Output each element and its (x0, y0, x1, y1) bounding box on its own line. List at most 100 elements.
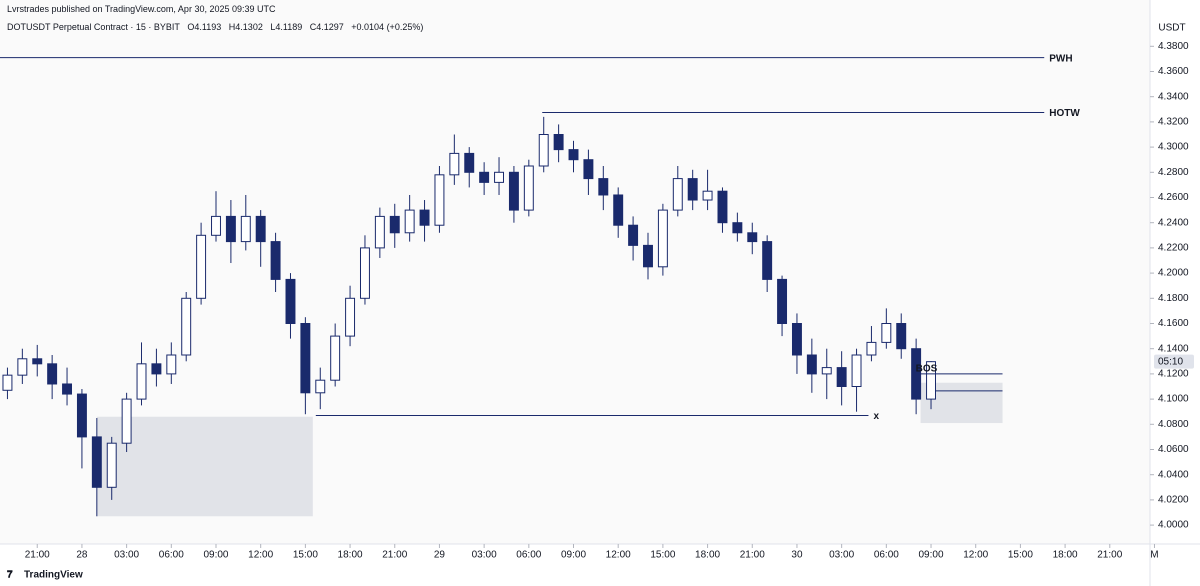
candle-body (2, 374, 13, 391)
candle-body (628, 224, 639, 246)
publisher: Lvrstrades published on TradingView.com,… (7, 4, 276, 14)
y-tick-label: 4.3000 (1158, 142, 1189, 153)
candle-body (181, 297, 192, 356)
candle-body (836, 367, 847, 388)
y-tick-label: 4.3200 (1158, 117, 1189, 128)
x-tick-label: 18:00 (695, 550, 720, 561)
x-tick-label: 06:00 (159, 550, 184, 561)
candle-body (762, 241, 773, 280)
level-label: BOS (916, 364, 938, 375)
x-tick-label: 30 (791, 550, 803, 561)
y-tick-label: 4.0800 (1158, 419, 1189, 430)
level-label: PWH (1049, 53, 1072, 64)
y-tick-label: 4.3400 (1158, 91, 1189, 102)
x-tick-label: 29 (434, 550, 446, 561)
candle-body (613, 194, 624, 226)
candle-body (211, 215, 221, 236)
x-tick-label: 21:00 (382, 550, 407, 561)
candle-body (643, 244, 653, 268)
candle-body (479, 171, 490, 183)
candle-body (404, 209, 415, 234)
x-tick-label: 12:00 (606, 550, 631, 561)
candle-body (747, 232, 758, 243)
x-tick-label: 15:00 (650, 550, 675, 561)
candle-body (791, 323, 802, 356)
x-tick-label: M (1150, 550, 1158, 561)
y-tick-label: 4.0000 (1158, 520, 1189, 531)
candle-body (91, 436, 102, 488)
x-tick-label: 21:00 (25, 550, 50, 561)
y-tick-label: 4.1400 (1158, 343, 1189, 354)
candle-body (523, 165, 534, 211)
candle-body (166, 354, 177, 375)
candle-body (583, 159, 594, 180)
candle-body (345, 297, 356, 337)
x-tick-label: 18:00 (1053, 550, 1078, 561)
candle-body (121, 398, 132, 444)
level-label: HOTW (1049, 108, 1080, 119)
candle-body (657, 209, 668, 268)
candle-body (76, 393, 87, 438)
candle-body (285, 278, 296, 324)
y-tick-label: 4.3600 (1158, 66, 1189, 77)
x-tick-label: 03:00 (472, 550, 497, 561)
candle-body (449, 152, 460, 176)
candle-body (389, 215, 400, 234)
x-tick-label: 21:00 (740, 550, 765, 561)
candle-body (464, 152, 475, 173)
y-tick-label: 4.1200 (1158, 369, 1189, 380)
candle-body (553, 134, 564, 151)
candle-body (806, 354, 817, 375)
x-tick-label: 03:00 (114, 550, 139, 561)
candle-body (851, 354, 862, 387)
y-tick-label: 4.2200 (1158, 243, 1189, 254)
y-tick-label: 4.1000 (1158, 394, 1189, 405)
candle-body (270, 241, 281, 280)
currency: USDT (1158, 23, 1185, 34)
candle-body (732, 222, 743, 234)
candle-body (568, 149, 579, 161)
candle-body (777, 278, 788, 324)
y-tick-label: 4.1800 (1158, 293, 1189, 304)
candle-body (672, 178, 683, 211)
x-tick-label: 06:00 (516, 550, 541, 561)
logo: 𝟕 (7, 570, 13, 581)
candle-body (419, 209, 430, 226)
candle-body (434, 174, 445, 226)
candle-body (359, 247, 370, 299)
ohlc: O4.1193 (187, 22, 222, 32)
candle-body (881, 323, 892, 343)
x-tick-label: 21:00 (1097, 550, 1122, 561)
x-tick-label: 09:00 (561, 550, 586, 561)
candle-body (300, 323, 311, 394)
candle-body (687, 178, 698, 201)
symbol: DOTUSDT Perpetual Contract · 15 · BYBIT (7, 22, 180, 32)
level-label: x (873, 411, 879, 422)
x-tick-label: 12:00 (963, 550, 988, 561)
zone (96, 416, 313, 517)
y-tick-label: 4.0200 (1158, 495, 1189, 506)
candle-body (508, 171, 519, 211)
ohlc: C4.1297 (309, 22, 344, 32)
x-tick-label: 09:00 (919, 550, 944, 561)
y-tick-label: 4.0400 (1158, 469, 1189, 480)
y-tick-label: 4.2800 (1158, 167, 1189, 178)
candle-body (62, 383, 73, 395)
candle-body (926, 361, 936, 400)
ohlc: H4.1302 (228, 22, 263, 32)
candle-body (315, 379, 326, 394)
candle-body (538, 134, 549, 167)
candle-body (136, 363, 147, 400)
y-tick-label: 4.2000 (1158, 268, 1189, 279)
y-tick-label: 4.3800 (1158, 41, 1189, 52)
x-tick-label: 18:00 (338, 550, 363, 561)
candle-body (821, 367, 832, 375)
candle-body (896, 323, 907, 350)
ohlc: L4.1189 (270, 22, 303, 32)
y-tick-label: 4.0600 (1158, 444, 1189, 455)
candle-body (32, 358, 43, 365)
x-tick-label: 15:00 (293, 550, 318, 561)
candle-body (330, 335, 341, 381)
x-tick-label: 12:00 (248, 550, 273, 561)
x-tick-label: 06:00 (874, 550, 899, 561)
